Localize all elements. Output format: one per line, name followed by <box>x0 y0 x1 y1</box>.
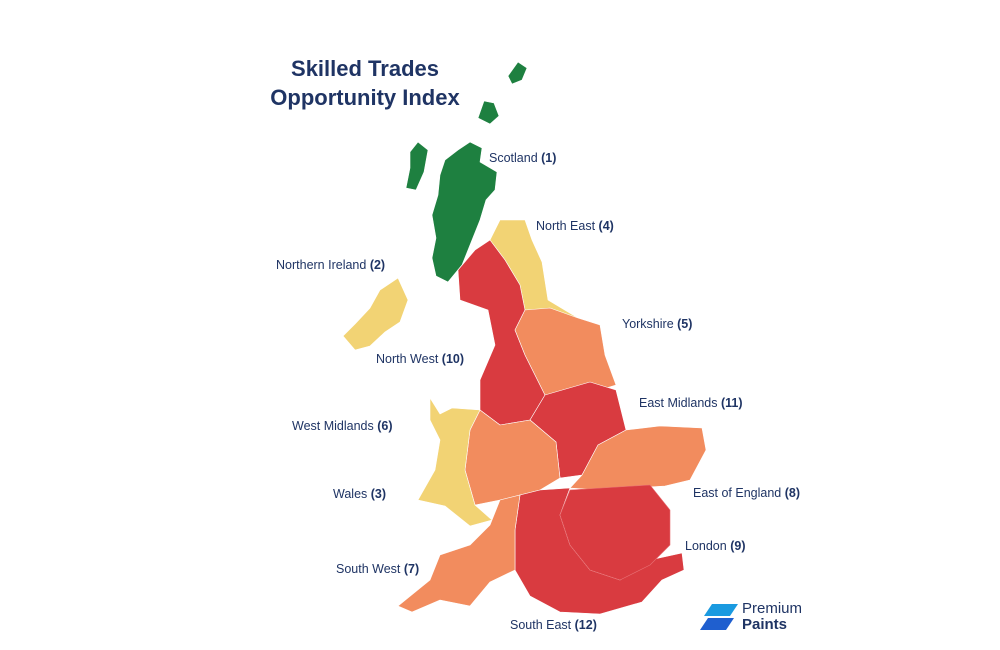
region-label: South East (12) <box>510 618 597 632</box>
region-label: Northern Ireland (2) <box>276 258 385 272</box>
region-rank: (9) <box>730 539 746 553</box>
region-label: East Midlands (11) <box>639 396 743 410</box>
region-label: North West (10) <box>376 352 464 366</box>
region-label: Wales (3) <box>333 487 386 501</box>
east-of-england-shape <box>569 425 707 491</box>
region-name: East Midlands <box>639 396 718 410</box>
region-name: East of England <box>693 486 782 500</box>
region-rank: (11) <box>721 396 743 410</box>
scotland-island <box>507 61 528 85</box>
region-rank: (1) <box>541 151 557 165</box>
south-west-shape <box>397 494 521 613</box>
region-name: London <box>685 539 727 553</box>
region-rank: (12) <box>574 618 597 632</box>
title: Skilled Trades Opportunity Index <box>240 54 490 112</box>
scotland-shape <box>431 141 498 283</box>
region-name: Scotland <box>489 151 538 165</box>
region-name: South East <box>510 618 572 632</box>
title-line: Skilled Trades <box>291 56 439 81</box>
region-name: Northern Ireland <box>276 258 367 272</box>
region-name: South West <box>336 562 401 576</box>
london-shape <box>559 484 671 581</box>
region-rank: (10) <box>441 352 465 366</box>
region-rank: (7) <box>403 562 420 576</box>
region-label: London (9) <box>685 539 745 553</box>
region-label: East of England (8) <box>693 486 800 500</box>
region-label: North East (4) <box>536 219 614 233</box>
region-label: Scotland (1) <box>489 151 556 165</box>
scotland-island <box>405 141 429 191</box>
region-label: West Midlands (6) <box>292 419 393 433</box>
region-name: North West <box>376 352 439 366</box>
logo-icon <box>700 604 738 630</box>
region-name: North East <box>536 219 596 233</box>
scotland-island <box>477 100 500 125</box>
region-name: Yorkshire <box>622 317 674 331</box>
region-rank: (8) <box>784 486 801 500</box>
logo-line: Paints <box>742 616 788 633</box>
yorkshire-shape <box>514 307 617 396</box>
region-label: South West (7) <box>336 562 419 576</box>
northern-ireland-shape <box>342 277 409 351</box>
region-rank: (2) <box>369 258 386 272</box>
region-rank: (3) <box>370 487 387 501</box>
region-rank: (6) <box>377 419 393 433</box>
region-name: Wales <box>333 487 368 501</box>
region-rank: (5) <box>677 317 693 331</box>
logo-line: Premium <box>742 600 803 617</box>
region-label: Yorkshire (5) <box>622 317 692 331</box>
region-name: West Midlands <box>292 419 374 433</box>
title-line: Opportunity Index <box>270 85 460 110</box>
logo: Premium Paints <box>742 601 802 633</box>
region-rank: (4) <box>598 219 614 233</box>
